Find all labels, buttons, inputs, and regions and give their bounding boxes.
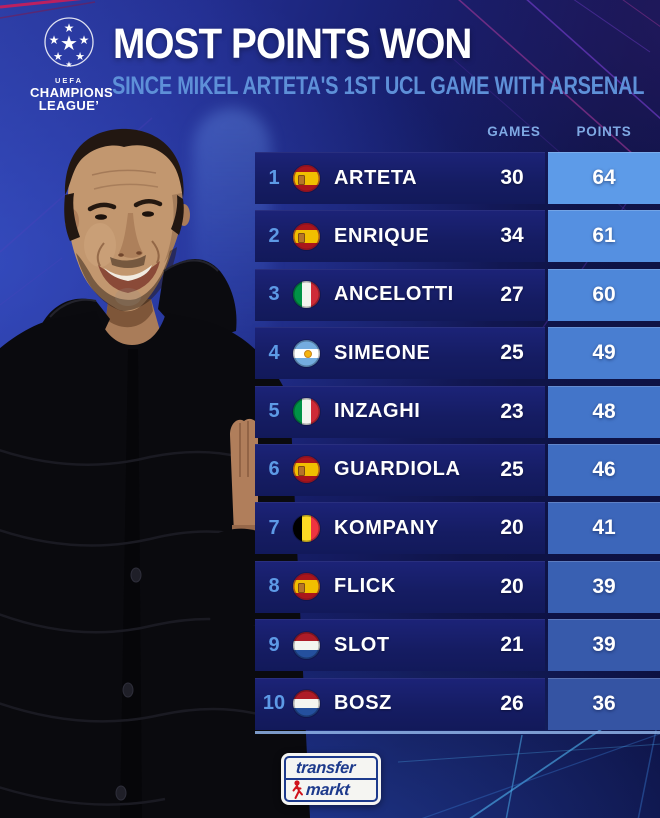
svg-text:★: ★ [53,51,63,63]
flag-icon-spain [293,573,320,601]
table-row: 1 ARTETA 30 64 [255,152,660,204]
brand-line1-wrap: transfer [286,758,376,780]
rank-cell: 4 [268,341,280,364]
flag-icon-argentina [293,339,320,367]
arteta-portrait-photo [0,128,310,818]
games-value: 21 [500,633,524,657]
manager-name: ARTETA [334,166,418,189]
games-value: 30 [500,166,524,189]
row-main: 8 FLICK 20 [255,560,545,613]
table-row: 2 ENRIQUE 34 61 [255,210,660,263]
transfermarkt-logo: transfer markt [281,753,381,805]
transfermarkt-logo-frame: transfer markt [284,756,378,802]
table-row: 7 KOMPANY 20 41 [255,502,660,555]
flag-icon-spain [293,456,320,484]
rank-cell: 7 [268,516,280,539]
manager-name: BOSZ [334,692,392,715]
flag-icon-netherlands [293,690,320,718]
manager-name: GUARDIOLA [334,458,461,481]
brand-word-markt: markt [305,780,351,799]
svg-text:★: ★ [64,21,75,35]
flag-icon-italy [293,398,320,426]
row-main: 3 ANCELOTTI 27 [255,268,545,321]
games-value: 20 [500,574,524,598]
points-value: 41 [548,502,660,555]
rank-cell: 6 [268,458,280,481]
flag-icon-netherlands [293,631,320,659]
row-main: 6 GUARDIOLA 25 [255,443,545,496]
points-value: 61 [548,210,660,263]
table-row: 9 SLOT 21 39 [255,619,660,672]
manager-name: INZAGHI [334,400,421,423]
games-value: 23 [500,399,524,423]
svg-text:★: ★ [75,51,85,63]
column-header-games: GAMES [487,124,541,139]
table-row: 4 SIMEONE 25 49 [255,327,660,380]
games-value: 34 [500,224,524,248]
row-main: 9 SLOT 21 [255,619,545,672]
rank-cell: 1 [268,166,280,189]
flag-icon-italy [293,281,320,309]
row-main: 5 INZAGHI 23 [255,385,545,438]
ucl-logo: ★ ★ ★ ★ ★ ★ ★ UEFA CHAMPIONS LEAGUE’ [30,14,114,113]
competition-name-line1: CHAMPIONS [30,85,114,100]
table-row: 6 GUARDIOLA 25 46 [255,443,660,496]
leaderboard-table: 1 ARTETA 30 64 2 ENRIQUE 34 61 3 ANCELOT… [255,152,660,736]
player-figure-icon [292,780,303,799]
points-value: 36 [548,677,660,730]
rank-cell: 9 [268,633,280,656]
row-main: 1 ARTETA 30 [255,152,545,204]
games-value: 25 [500,457,524,481]
svg-text:★: ★ [49,33,60,47]
svg-text:★: ★ [79,33,90,47]
page-subtitle: SINCE MIKEL ARTETA'S 1ST UCL GAME WITH A… [112,72,645,100]
points-value: 39 [548,560,660,613]
rank-cell: 2 [268,224,280,247]
manager-name: ENRIQUE [334,224,430,247]
svg-text:★: ★ [60,33,78,55]
table-row: 10 BOSZ 26 36 [255,677,660,730]
table-row: 5 INZAGHI 23 48 [255,385,660,438]
row-main: 10 BOSZ 26 [255,677,545,730]
games-value: 20 [500,516,524,540]
table-row: 3 ANCELOTTI 27 60 [255,268,660,321]
rank-cell: 8 [268,575,280,598]
rank-cell: 3 [268,283,280,306]
manager-name: KOMPANY [334,516,439,539]
points-value: 64 [548,152,660,204]
flag-icon-spain [293,222,320,250]
manager-name: SIMEONE [334,341,431,364]
games-value: 26 [500,691,524,715]
brand-line2-wrap: markt [286,780,376,800]
starball-icon: ★ ★ ★ ★ ★ ★ ★ [44,17,94,69]
row-main: 2 ENRIQUE 34 [255,210,545,263]
games-value: 25 [500,341,524,365]
points-value: 60 [548,268,660,321]
flag-icon-spain [293,164,320,192]
manager-name: FLICK [334,575,396,598]
uefa-label: UEFA [54,76,83,85]
flag-icon-belgium [293,514,320,542]
manager-name: SLOT [334,633,390,656]
brand-word-transfer: transfer [295,758,356,777]
row-main: 4 SIMEONE 25 [255,327,545,380]
points-value: 39 [548,619,660,672]
table-row: 8 FLICK 20 39 [255,560,660,613]
competition-name-line2: LEAGUE’ [38,98,100,113]
games-value: 27 [500,282,524,306]
points-value: 46 [548,443,660,496]
row-main: 7 KOMPANY 20 [255,502,545,555]
rank-cell: 10 [262,692,286,715]
svg-text:★: ★ [65,60,72,69]
points-value: 49 [548,327,660,380]
points-value: 48 [548,385,660,438]
page-title: MOST POINTS WON [113,20,472,68]
table-bottom-divider [255,731,660,734]
column-header-points: POINTS [576,124,632,139]
rank-cell: 5 [268,400,280,423]
manager-name: ANCELOTTI [334,283,454,306]
